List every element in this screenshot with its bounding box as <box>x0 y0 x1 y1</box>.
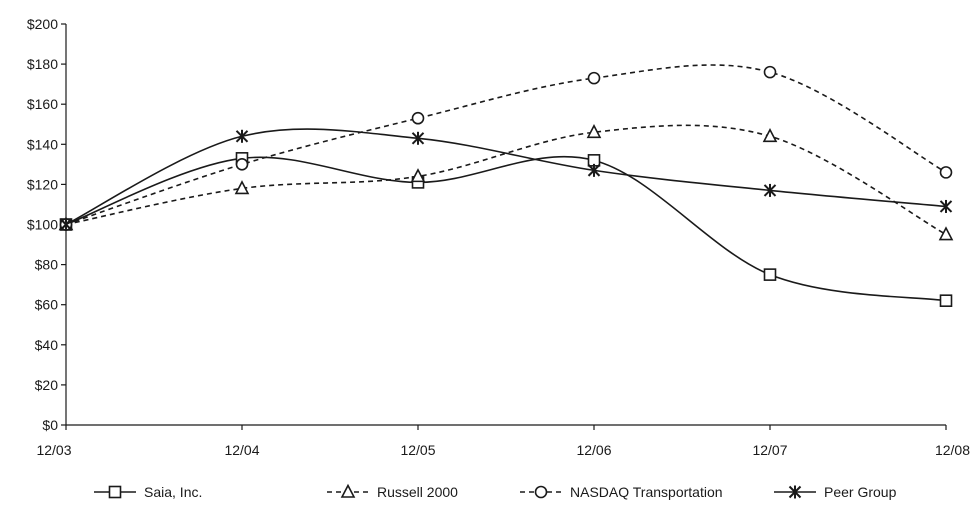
legend-label: Peer Group <box>824 484 897 500</box>
data-point-saia-inc-12-08 <box>939 294 953 307</box>
data-point-peer-group-12-05 <box>411 131 425 145</box>
data-point-peer-group-12-04 <box>235 129 249 143</box>
series-line-peer-group <box>65 128 947 226</box>
x-tick-label: 12/04 <box>224 442 259 458</box>
legend-marker-square <box>108 485 122 499</box>
axes: $0 $20 $40 $60 $80 $100 $120 $140 $160 $180 $200 12… <box>27 16 970 458</box>
y-tick-label: $60 <box>35 297 59 313</box>
legend-marker-circle <box>534 485 548 499</box>
legend-label: NASDAQ Transportation <box>570 484 723 500</box>
series-line-russell-2000 <box>65 124 947 236</box>
x-tick-label: 12/03 <box>36 442 71 458</box>
data-point-nasdaq-transportation-12-04 <box>235 158 249 171</box>
legend: Saia, Inc. Russell 2000 NASDAQ Transportat… <box>94 483 897 500</box>
x-tick-label: 12/06 <box>576 442 611 458</box>
y-tick-label: $160 <box>27 96 58 112</box>
legend-label: Russell 2000 <box>377 484 458 500</box>
y-tick-label: $20 <box>35 377 59 393</box>
data-point-russell-2000-12-04 <box>234 180 250 195</box>
data-point-nasdaq-transportation-12-06 <box>587 71 601 85</box>
legend-item-russell-2000: Russell 2000 <box>327 483 458 500</box>
data-point-nasdaq-transportation-12-08 <box>939 166 953 179</box>
data-point-peer-group-12-08 <box>939 199 953 213</box>
data-point-nasdaq-transportation-12-07 <box>763 65 777 79</box>
legend-item-nasdaq-transportation: NASDAQ Transportation <box>520 484 723 500</box>
series-line-nasdaq-transportation <box>65 64 947 226</box>
legend-item-peer-group: Peer Group <box>774 484 897 500</box>
data-point-russell-2000-12-06 <box>586 124 602 139</box>
legend-marker-triangle <box>340 483 356 498</box>
legend-item-saia-inc: Saia, Inc. <box>94 484 202 500</box>
y-tick-label: $180 <box>27 56 58 72</box>
y-tick-label: $200 <box>27 16 58 32</box>
x-tick-label: 12/05 <box>400 442 435 458</box>
y-tick-label: $120 <box>27 176 58 192</box>
data-point-russell-2000-12-07 <box>762 128 778 143</box>
legend-label: Saia, Inc. <box>144 484 202 500</box>
series-saia-inc <box>59 152 953 307</box>
y-tick-label: $100 <box>27 217 58 233</box>
y-tick-label: $40 <box>35 337 59 353</box>
data-point-russell-2000-12-05 <box>410 168 426 183</box>
data-point-peer-group-12-07 <box>763 183 777 197</box>
series-nasdaq-transportation <box>59 64 953 231</box>
y-tick-label: $80 <box>35 257 59 273</box>
series-layer <box>58 64 954 307</box>
data-point-peer-group-12-06 <box>587 163 601 177</box>
legend-marker-star <box>788 485 802 499</box>
series-peer-group <box>59 128 953 231</box>
y-tick-label: $0 <box>42 417 58 433</box>
data-point-saia-inc-12-07 <box>763 268 777 281</box>
data-point-peer-group-12-03 <box>59 218 73 231</box>
series-line-saia-inc <box>65 155 947 302</box>
x-tick-label: 12/07 <box>752 442 787 458</box>
data-point-nasdaq-transportation-12-05 <box>411 111 425 125</box>
y-tick-label: $140 <box>27 136 58 152</box>
data-point-russell-2000-12-08 <box>938 226 954 241</box>
series-russell-2000 <box>58 124 954 241</box>
x-tick-label: 12/08 <box>935 442 970 458</box>
